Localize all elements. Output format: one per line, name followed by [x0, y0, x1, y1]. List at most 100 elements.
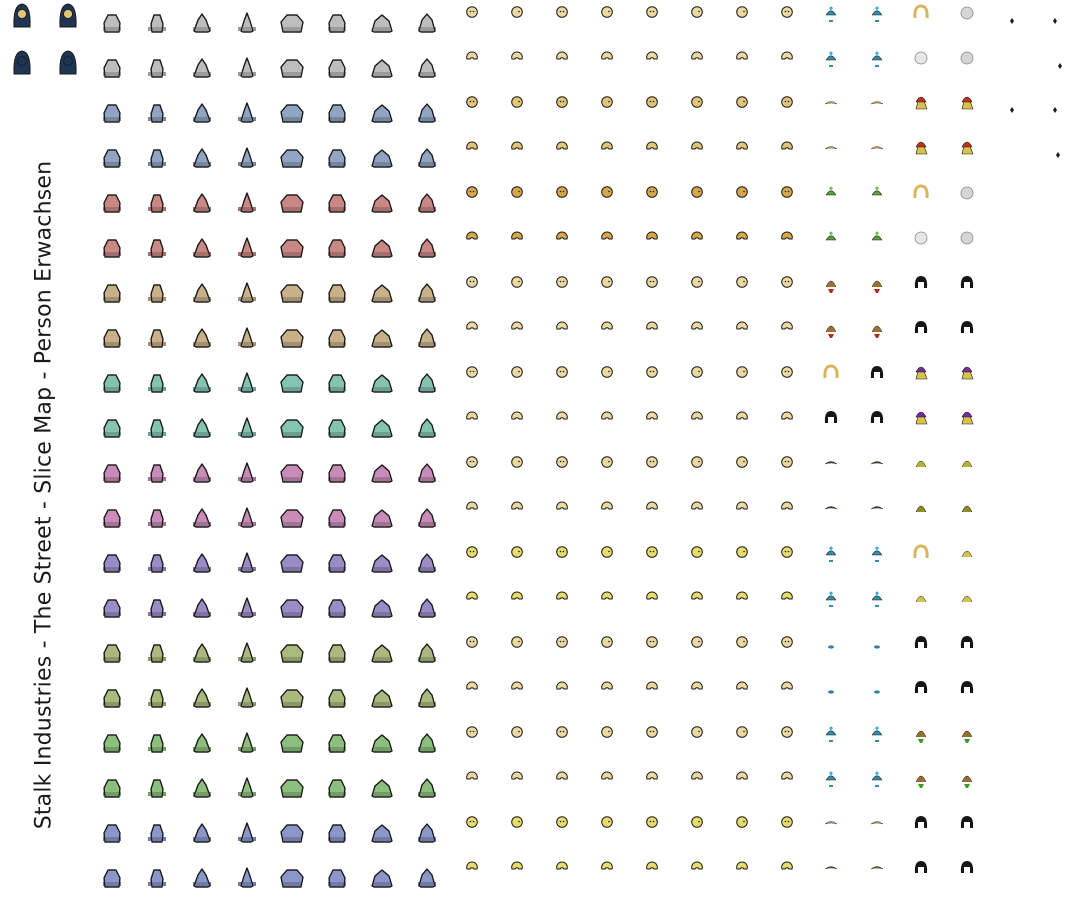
- face-sprite-r13-c1: [511, 591, 523, 600]
- hair-sprite-r17-c1: [871, 771, 883, 787]
- hair-sprite-r8-c3: [961, 366, 974, 380]
- body-sprite-r1-c4: [280, 59, 304, 78]
- face-sprite-r16-c0: [466, 726, 478, 738]
- body-sprite-r7-c4: [280, 329, 304, 348]
- face-sprite-r7-c0: [466, 321, 478, 330]
- hair-sprite-r0-c0: [825, 6, 837, 22]
- misc-sprites: [1010, 18, 1062, 158]
- edge-mark-6: [1056, 152, 1060, 158]
- face-sprite-r2-c1: [511, 96, 523, 108]
- body-sprite-r19-c0: [103, 869, 121, 888]
- body-sprite-r10-c0: [103, 464, 121, 483]
- face-sprite-r6-c7: [781, 276, 793, 288]
- body-sprite-r16-c0: [103, 734, 121, 753]
- face-sprite-r16-c4: [646, 726, 658, 738]
- edge-mark-4: [1010, 107, 1014, 113]
- face-sprite-r3-c6: [736, 141, 748, 150]
- body-sprite-r9-c5: [328, 419, 346, 438]
- face-sprite-r10-c3: [601, 456, 613, 468]
- face-sprite-r5-c6: [736, 231, 748, 240]
- hair-sprite-r7-c0: [825, 325, 837, 338]
- face-sprite-r4-c1: [511, 186, 523, 198]
- body-sprite-r4-c3: [238, 192, 256, 213]
- face-sprite-r11-c1: [511, 501, 523, 510]
- body-sprite-r18-c3: [238, 822, 256, 843]
- body-sprite-r10-c1: [148, 464, 166, 483]
- edge-mark-2: [1053, 18, 1057, 24]
- face-sprite-r4-c4: [646, 186, 658, 198]
- face-sprite-r18-c1: [511, 816, 523, 828]
- hair-sprite-r10-c2: [915, 460, 927, 468]
- face-sprite-r12-c5: [691, 546, 703, 558]
- face-sprite-r7-c2: [556, 321, 568, 330]
- body-sprite-r2-c1: [148, 104, 166, 123]
- body-sprite-r17-c0: [103, 779, 121, 798]
- body-sprite-r17-c6: [371, 779, 393, 798]
- body-sprite-r8-c2: [193, 373, 211, 393]
- face-sprite-r12-c3: [601, 546, 613, 558]
- body-sprite-r13-c4: [280, 599, 304, 618]
- body-sprite-grid: [103, 12, 436, 888]
- body-sprite-r14-c5: [328, 644, 346, 663]
- face-sprite-r8-c1: [511, 366, 523, 378]
- face-sprite-r10-c6: [736, 456, 748, 468]
- body-sprite-r18-c6: [371, 824, 393, 843]
- body-sprite-r15-c0: [103, 689, 121, 708]
- body-sprite-r5-c2: [193, 238, 211, 258]
- hair-sprite-r4-c0: [825, 186, 837, 196]
- body-sprite-r14-c4: [280, 644, 304, 663]
- hair-sprite-r4-c2: [913, 184, 929, 199]
- hair-sprite-r8-c1: [870, 366, 884, 378]
- body-sprite-r18-c2: [193, 823, 211, 843]
- face-sprite-r7-c7: [781, 321, 793, 330]
- body-sprite-r5-c5: [328, 239, 346, 258]
- body-sprite-r11-c0: [103, 509, 121, 528]
- body-sprite-r13-c5: [328, 599, 346, 618]
- face-sprite-r0-c5: [691, 6, 703, 18]
- hair-sprite-r4-c3: [960, 186, 974, 200]
- body-sprite-r10-c3: [238, 462, 256, 483]
- hair-sprite-r14-c0: [828, 645, 834, 649]
- hair-sprite-r12-c3: [961, 550, 973, 558]
- body-sprite-r6-c4: [280, 284, 304, 303]
- body-sprite-r3-c5: [328, 149, 346, 168]
- face-sprite-r0-c3: [601, 6, 613, 18]
- page-title: Stalk Industries - The Street - Slice Ma…: [31, 160, 57, 830]
- hair-sprite-r19-c1: [870, 866, 884, 870]
- hair-sprite-r19-c3: [960, 861, 974, 873]
- body-sprite-r0-c4: [280, 14, 304, 33]
- body-sprite-r12-c1: [148, 554, 166, 573]
- hair-sprite-r7-c3: [960, 321, 974, 333]
- face-sprite-r11-c4: [646, 501, 658, 510]
- hair-sprite-r16-c1: [871, 726, 883, 742]
- hair-sprite-r13-c2: [915, 595, 927, 603]
- body-sprite-r4-c2: [193, 193, 211, 213]
- body-sprite-r7-c5: [328, 329, 346, 348]
- face-sprite-r5-c4: [646, 231, 658, 240]
- face-sprite-r6-c0: [466, 276, 478, 288]
- face-sprite-r18-c2: [556, 816, 568, 828]
- hair-sprite-r5-c1: [871, 231, 883, 241]
- body-sprite-r19-c2: [193, 868, 211, 888]
- hair-sprite-r2-c0: [824, 101, 838, 105]
- body-sprite-r1-c0: [103, 59, 121, 78]
- face-sprite-r13-c2: [556, 591, 568, 600]
- body-sprite-r14-c0: [103, 644, 121, 663]
- body-sprite-r1-c5: [328, 59, 346, 78]
- body-sprite-r16-c2: [193, 733, 211, 753]
- face-sprite-r12-c4: [646, 546, 658, 558]
- hair-sprite-r18-c0: [824, 821, 838, 825]
- face-sprite-r5-c3: [601, 231, 613, 240]
- body-sprite-r11-c7: [418, 508, 436, 528]
- body-sprite-r14-c3: [238, 642, 256, 663]
- body-sprite-r5-c6: [371, 239, 393, 258]
- hair-sprite-r1-c0: [825, 51, 837, 67]
- body-sprite-r12-c4: [280, 554, 304, 573]
- body-sprite-r9-c7: [418, 418, 436, 438]
- body-sprite-r19-c5: [328, 869, 346, 888]
- body-sprite-r9-c4: [280, 419, 304, 438]
- body-sprite-r2-c4: [280, 104, 304, 123]
- body-sprite-r6-c3: [238, 282, 256, 303]
- preview-figure-1: [13, 3, 31, 28]
- body-sprite-r0-c0: [103, 14, 121, 33]
